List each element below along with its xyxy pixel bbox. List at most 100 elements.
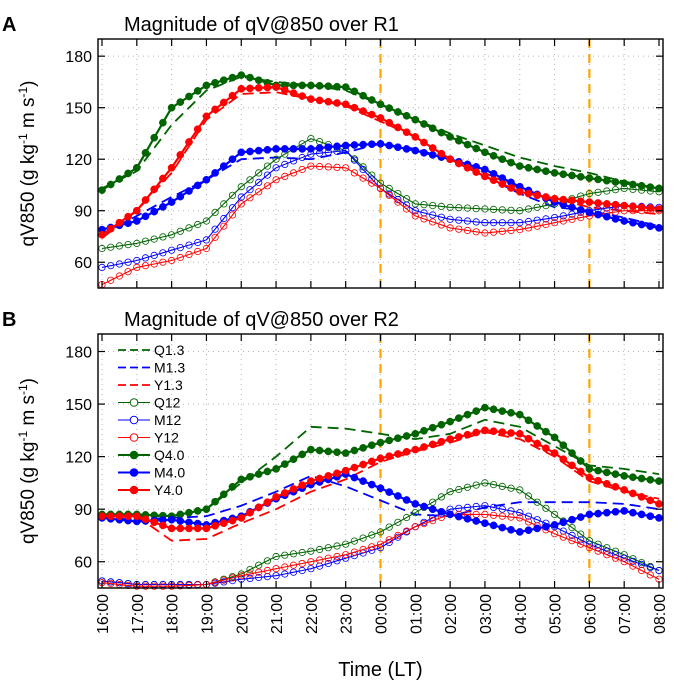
data-point bbox=[220, 200, 228, 208]
data-point bbox=[437, 149, 446, 158]
data-point bbox=[611, 554, 620, 562]
data-point bbox=[507, 513, 515, 521]
data-point bbox=[620, 558, 628, 566]
data-point bbox=[411, 523, 419, 531]
data-point bbox=[411, 509, 419, 517]
data-point bbox=[219, 98, 228, 107]
data-point bbox=[176, 253, 184, 262]
data-point bbox=[481, 172, 489, 181]
data-point bbox=[280, 460, 289, 468]
data-point bbox=[185, 524, 193, 533]
data-point bbox=[272, 164, 280, 172]
data-point bbox=[516, 207, 524, 215]
series-Y12 bbox=[98, 162, 663, 289]
data-point bbox=[237, 570, 245, 578]
data-point bbox=[246, 570, 254, 578]
data-point bbox=[141, 212, 150, 221]
data-point bbox=[315, 96, 324, 105]
data-point bbox=[489, 176, 498, 185]
data-point bbox=[498, 219, 506, 227]
data-point bbox=[176, 510, 185, 519]
data-point bbox=[376, 528, 385, 536]
data-point bbox=[324, 163, 332, 171]
data-point bbox=[576, 197, 585, 206]
data-point bbox=[350, 446, 359, 455]
legend-label: Q1.3 bbox=[154, 342, 185, 358]
data-point bbox=[350, 473, 359, 482]
data-point bbox=[455, 216, 463, 224]
data-point bbox=[594, 199, 602, 207]
data-point bbox=[559, 212, 567, 220]
data-point bbox=[307, 558, 315, 566]
data-point bbox=[437, 213, 445, 221]
data-point bbox=[515, 410, 524, 419]
data-point bbox=[150, 207, 159, 216]
data-point bbox=[228, 191, 237, 199]
data-point bbox=[489, 219, 498, 227]
y-axis-label-exponent: -1 bbox=[16, 133, 30, 144]
data-point bbox=[185, 508, 193, 517]
data-point bbox=[620, 201, 629, 210]
data-point bbox=[194, 238, 202, 247]
data-point bbox=[463, 163, 472, 172]
data-point bbox=[124, 579, 132, 588]
data-point bbox=[576, 172, 585, 181]
panel-letter: A bbox=[2, 14, 16, 36]
y-tick-label: 180 bbox=[65, 345, 92, 362]
y-tick-label: 60 bbox=[74, 255, 92, 272]
data-point bbox=[611, 470, 620, 478]
data-point bbox=[324, 472, 333, 480]
data-point bbox=[150, 251, 158, 259]
data-point bbox=[359, 545, 367, 554]
data-point bbox=[489, 427, 498, 436]
data-point bbox=[219, 162, 228, 170]
data-point bbox=[342, 551, 350, 559]
data-point bbox=[542, 444, 550, 453]
data-point bbox=[315, 162, 324, 171]
x-axis-label: Time (LT) bbox=[338, 659, 422, 681]
data-point bbox=[585, 544, 594, 552]
data-point bbox=[350, 87, 359, 96]
data-point bbox=[132, 512, 141, 521]
data-point bbox=[281, 551, 289, 559]
y-tick-label: 180 bbox=[65, 49, 92, 66]
data-point bbox=[629, 557, 637, 565]
data-point bbox=[481, 403, 489, 412]
data-point bbox=[124, 258, 132, 266]
data-point bbox=[620, 179, 629, 188]
y-axis-label-part: m s bbox=[18, 97, 39, 133]
data-point bbox=[542, 504, 550, 512]
series-line-Y1.3 bbox=[101, 431, 660, 542]
data-point bbox=[194, 220, 202, 229]
data-point bbox=[194, 247, 202, 256]
common-axis-labels: 16:00 17:00 18:00 19:00 20:00 21:00 22:00 23:00… bbox=[95, 594, 669, 681]
data-point bbox=[185, 92, 193, 101]
data-point bbox=[272, 176, 280, 184]
data-point bbox=[324, 82, 333, 91]
data-point bbox=[281, 172, 289, 180]
data-point bbox=[524, 224, 533, 232]
data-point bbox=[219, 490, 228, 499]
data-point bbox=[202, 81, 211, 90]
data-point bbox=[159, 582, 167, 590]
data-point bbox=[167, 103, 176, 112]
legend-label: Q4.0 bbox=[154, 447, 185, 463]
data-point bbox=[115, 272, 124, 280]
data-point bbox=[446, 417, 454, 426]
data-point bbox=[568, 215, 576, 223]
data-point bbox=[350, 103, 359, 112]
data-point bbox=[167, 524, 176, 533]
panel-title: Magnitude of qV@850 over R2 bbox=[124, 309, 399, 331]
data-point bbox=[498, 180, 507, 188]
data-point bbox=[394, 450, 402, 458]
data-point bbox=[646, 475, 655, 484]
data-point bbox=[115, 218, 124, 227]
x-tick-label: 02:00 bbox=[443, 594, 460, 634]
data-point bbox=[394, 434, 402, 443]
data-point bbox=[429, 516, 437, 525]
data-point bbox=[637, 566, 646, 575]
data-point bbox=[132, 206, 141, 215]
data-point bbox=[394, 531, 402, 540]
data-point bbox=[542, 427, 550, 436]
